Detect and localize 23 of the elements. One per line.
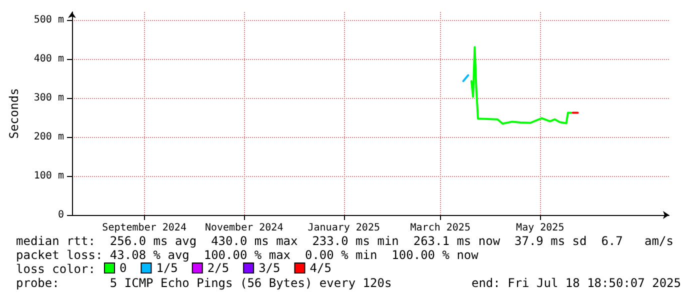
text: median rtt: 256.0 ms avg 430.0 ms max 233.0 ms min 263.1 ms now 37.9 ms sd 6.7 am/s — [16, 234, 674, 248]
x-tick-label: March 2025 — [410, 222, 470, 234]
x-tick-label: May 2025 — [516, 222, 564, 234]
y-tick-label: 200 m — [34, 131, 64, 142]
legend-label: 1/5 — [156, 261, 178, 275]
x-tick-label: September 2024 — [102, 222, 186, 234]
y-tick-label: 300 m — [34, 92, 64, 104]
legend-label: 2/5 — [207, 261, 230, 275]
legend-label: 0 — [120, 261, 127, 275]
text: probe: 5 ICMP Echo Pings (56 Bytes) every 120s — [16, 276, 392, 290]
line-series — [470, 46, 572, 125]
y-axis-title: Seconds — [7, 88, 21, 139]
legend-label: 4/5 — [310, 261, 332, 275]
text: end: Fri Jul 18 18:50:07 2025 — [471, 276, 681, 290]
y-tick-label: 100 m — [34, 170, 64, 182]
y-tick-label: 0 — [58, 210, 64, 220]
y-tick-label: 400 m — [34, 53, 64, 64]
legend-title: loss color: — [16, 262, 96, 276]
x-tick-label: November 2024 — [204, 222, 284, 234]
legend-label: 3/5 — [258, 261, 280, 275]
x-tick-label: January 2025 — [308, 222, 380, 234]
y-tick-label: 500 m — [34, 14, 64, 26]
text: packet loss: 43.08 % avg 100.00 % max 0.00 % min 100.00 % now — [16, 248, 480, 262]
